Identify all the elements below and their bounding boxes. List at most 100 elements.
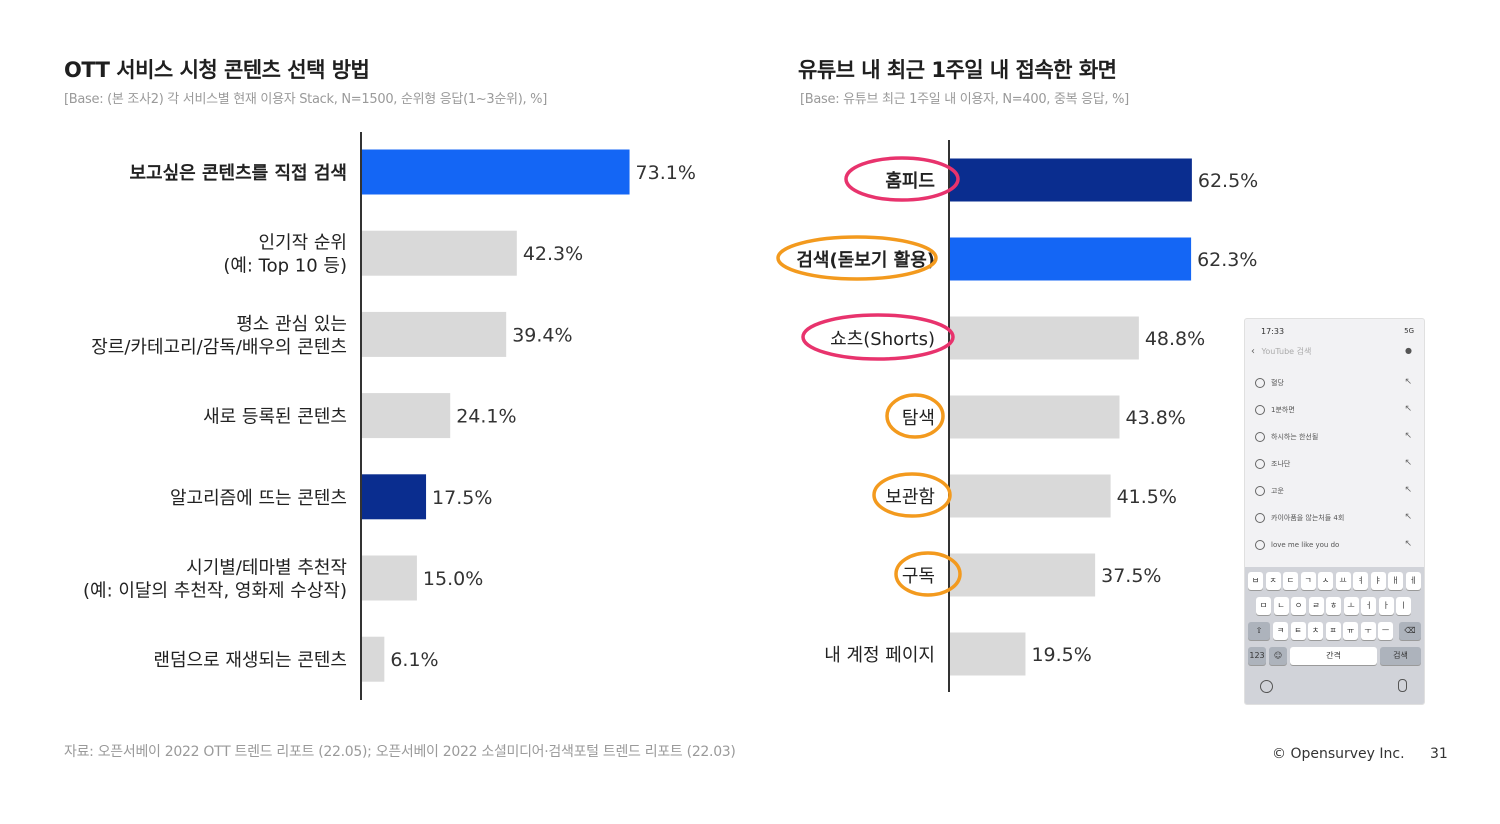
category-label: 장르/카테고리/감독/배우의 콘텐츠 (91, 337, 347, 358)
annotation-circle (894, 551, 962, 597)
keyboard-key: ㅓ (1361, 597, 1376, 615)
category-label: (예: 이달의 추천작, 영화제 수상작) (83, 581, 347, 602)
left-chart-subtitle: [Base: (본 조사2) 각 서비스별 현재 이용자 Stack, N=15… (64, 92, 547, 107)
data-label: 37.5% (1101, 565, 1161, 587)
history-clock-icon (1255, 404, 1265, 415)
category-label: 시기별/테마별 추천작 (186, 558, 347, 579)
data-label: 17.5% (432, 487, 492, 509)
annotation-circle (776, 235, 938, 281)
category-label: 인기작 순위 (258, 233, 347, 254)
bar (950, 632, 1026, 676)
bar (362, 555, 417, 601)
bar (950, 474, 1111, 518)
phone-signal: 5G (1404, 327, 1414, 335)
page-number: 31 (1430, 746, 1448, 762)
keyboard-key: ㅐ (1388, 572, 1403, 590)
keyboard-key: ㄹ (1308, 597, 1324, 615)
fill-arrow-icon: ↖ (1404, 431, 1412, 441)
bar (950, 316, 1139, 360)
keyboard-key: ㅇ (1291, 597, 1306, 615)
category-label: 알고리즘에 뜨는 콘텐츠 (170, 488, 347, 509)
keyboard-key: ㅛ (1335, 572, 1351, 590)
category-label: 탐색 (902, 408, 935, 429)
category-label: 구독 (902, 566, 935, 587)
keyboard-key: ㅈ (1265, 572, 1281, 590)
phone-history-item: 조나단 ↖ (1245, 450, 1424, 477)
keyboard-key: ㅁ (1256, 597, 1271, 615)
fill-arrow-icon: ↖ (1404, 485, 1412, 495)
bar (362, 230, 517, 276)
phone-history-item: 1분하면 ↖ (1245, 396, 1424, 423)
history-text: 혈당 (1271, 378, 1284, 387)
category-label: 새로 등록된 콘텐츠 (203, 407, 347, 428)
phone-history-item: love me like you do ↖ (1245, 531, 1424, 558)
bar (362, 149, 630, 195)
keyboard-key: ㅡ (1378, 622, 1393, 640)
data-label: 19.5% (1031, 644, 1091, 666)
history-clock-icon (1255, 485, 1265, 496)
data-label: 43.8% (1126, 407, 1186, 429)
data-label: 48.8% (1145, 328, 1205, 350)
category-label: 쇼츠(Shorts) (830, 329, 935, 350)
keyboard-key: ㅋ (1273, 622, 1288, 640)
footer-source: 자료: 오픈서베이 2022 OTT 트렌드 리포트 (22.05); 오픈서베… (64, 744, 736, 760)
history-text: 하시하는 한선될 (1271, 432, 1319, 441)
right-chart-title: 유튜브 내 최근 1주일 내 접속한 화면 (798, 58, 1117, 82)
right-chart-subtitle: [Base: 유튜브 최근 1주일 내 이용자, N=400, 중복 응답, %… (800, 92, 1129, 107)
keyboard-key: ㄱ (1300, 572, 1316, 590)
keyboard-key: ㄴ (1273, 597, 1289, 615)
category-label: 홈피드 (885, 170, 935, 192)
fill-arrow-icon: ↖ (1404, 377, 1412, 387)
keyboard-key: ㅣ (1396, 597, 1411, 615)
history-clock-icon (1255, 377, 1265, 388)
data-label: 24.1% (456, 406, 516, 428)
phone-screenshot: 17:33 5G ‹ YouTube 검색 ● 혈당 ↖ 1분하면 ↖ 하시하는 한선될… (1244, 318, 1425, 705)
keyboard-key: ㅕ (1353, 572, 1368, 590)
phone-history-item: 고운 ↖ (1245, 477, 1424, 504)
keyboard-key: ㅊ (1308, 622, 1323, 640)
left-chart-title: OTT 서비스 시청 콘텐츠 선택 방법 (64, 58, 370, 82)
data-label: 41.5% (1117, 486, 1177, 508)
shift-key: ⇧ (1248, 622, 1270, 640)
category-label: 내 계정 페이지 (824, 645, 935, 666)
data-label: 6.1% (390, 649, 438, 671)
history-clock-icon (1255, 458, 1265, 469)
annotation-circle (844, 156, 960, 202)
phone-keyboard: ㅂㅈㄷㄱㅅㅛㅕㅑㅐㅔㅁㄴㅇㄹㅎㅗㅓㅏㅣ ⇧ ㅋㅌㅊㅍㅠㅜㅡ ⌫ 123 ☺ 간격 검색 (1245, 567, 1424, 704)
phone-time: 17:33 (1261, 327, 1285, 336)
fill-arrow-icon: ↖ (1404, 404, 1412, 414)
numbers-key: 123 (1248, 647, 1266, 665)
fill-arrow-icon: ↖ (1404, 512, 1412, 522)
bar (362, 311, 507, 357)
history-text: love me like you do (1271, 540, 1340, 549)
annotation-circle (885, 393, 945, 439)
footer-copyright: © Opensurvey Inc. (1272, 746, 1405, 762)
backspace-key: ⌫ (1399, 622, 1421, 640)
right-bar-chart: 62.5% 홈피드 62.3% 검색(돋보기 활용) 48.8% 쇼츠(Shorts) 43… (776, 140, 1258, 692)
data-label: 42.3% (523, 243, 583, 265)
category-label: 검색(돋보기 활용) (796, 250, 935, 271)
phone-history-list: 혈당 ↖ 1분하면 ↖ 하시하는 한선될 ↖ 조나단 ↖ 고운 ↖ 카이아품을 않는처들 4회 ↖ lo… (1245, 369, 1424, 585)
bar (362, 393, 451, 439)
annotation-circle (801, 313, 955, 361)
fill-arrow-icon: ↖ (1404, 458, 1412, 468)
keyboard-key: ㅎ (1326, 597, 1341, 615)
bar (362, 636, 385, 682)
left-bar-chart: 73.1% 보고싶은 콘텐츠를 직접 검색 42.3% 인기작 순위(예: Top 1… (83, 132, 696, 700)
space-key: 간격 (1290, 647, 1377, 665)
phone-search-placeholder: YouTube 검색 (1261, 347, 1312, 356)
keyboard-key: ㅠ (1343, 622, 1358, 640)
category-label: 보고싶은 콘텐츠를 직접 검색 (129, 163, 347, 184)
history-text: 1분하면 (1271, 405, 1295, 414)
bar (950, 158, 1192, 202)
data-label: 15.0% (423, 568, 483, 590)
keyboard-microphone-icon (1398, 679, 1407, 692)
category-label: 평소 관심 있는 (236, 314, 347, 335)
keyboard-key: ㅑ (1370, 572, 1386, 590)
microphone-icon: ● (1405, 346, 1412, 355)
phone-search-bar: ‹ YouTube 검색 ● (1251, 346, 1416, 362)
emoji-key: ☺ (1269, 647, 1287, 665)
data-label: 39.4% (512, 324, 572, 346)
history-clock-icon (1255, 431, 1265, 442)
history-text: 조나단 (1271, 459, 1291, 468)
